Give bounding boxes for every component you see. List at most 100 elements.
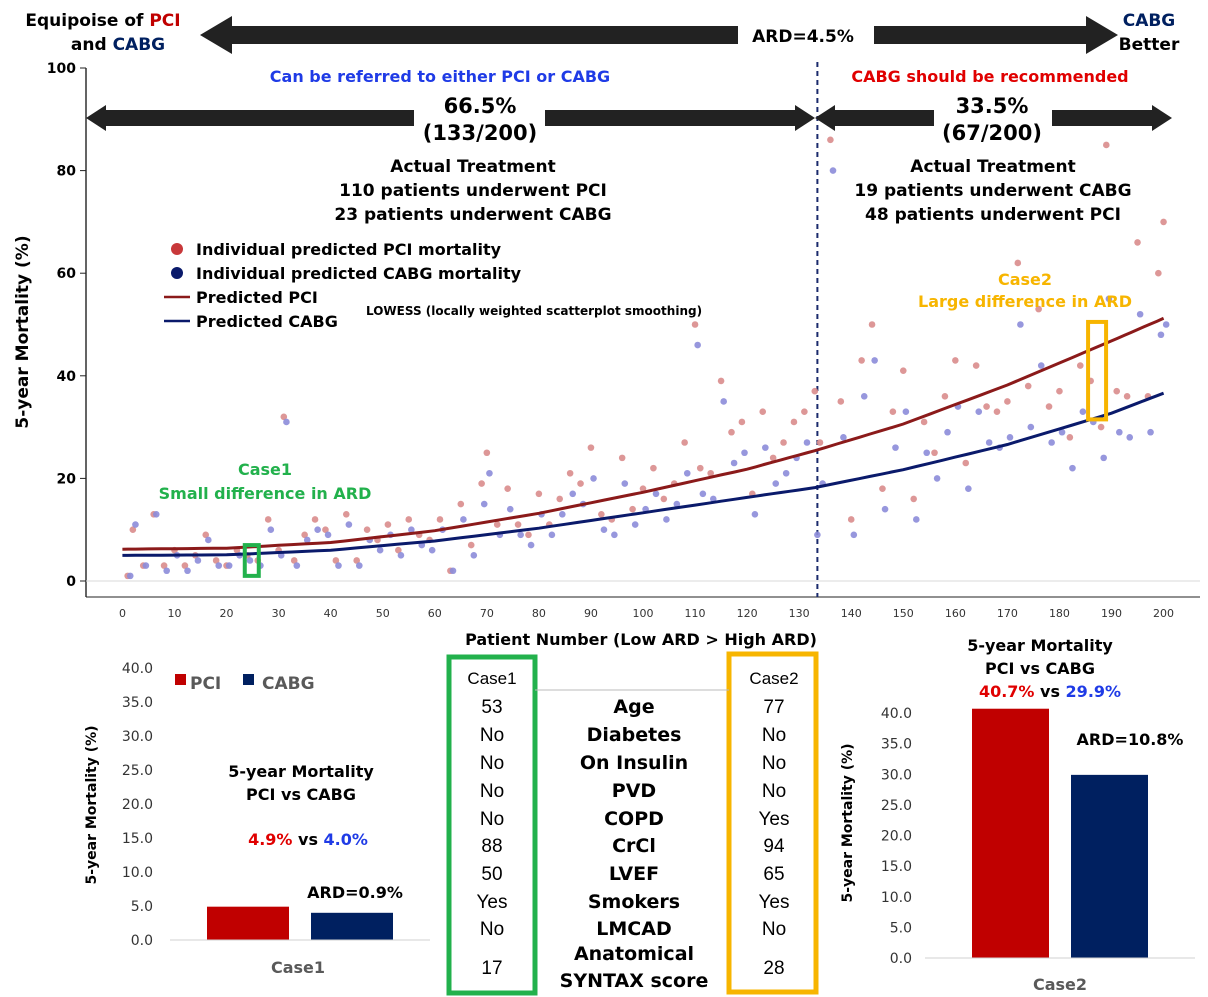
case1-category: Case1 [271, 958, 325, 977]
table-case2-cell: 28 [763, 958, 784, 979]
cabg-point [892, 444, 899, 451]
x-tick-label: 190 [1101, 607, 1122, 620]
x-tick-label: 50 [376, 607, 390, 620]
table-case2-cell: No [762, 781, 786, 802]
case1-ard: ARD=0.9% [307, 883, 403, 902]
legend-cabg-dot [171, 267, 183, 279]
x-tick-label: 110 [685, 607, 706, 620]
pci-point [1076, 362, 1084, 369]
pci-point [363, 526, 371, 533]
main-chart: 0 10 20 30 40 50 60 70 80 90 100 110 120 130 140 150 160… [13, 61, 1200, 649]
pci-point [478, 480, 485, 487]
legend-cabg-dot-label: Individual predicted CABG mortality [196, 264, 522, 283]
table-case2-cell: No [762, 725, 786, 746]
case2-bar-chart: 5-year Mortality PCI vs CABG 40.7% vs 29… [840, 636, 1195, 994]
case2-title-2: PCI vs CABG [985, 659, 1095, 678]
cabg-point [1157, 331, 1165, 339]
header: Equipoise of PCI and CABG ARD=4.5% CABG … [25, 11, 1180, 55]
pci-point [181, 562, 189, 569]
pci-point [1035, 305, 1042, 313]
pci-point [290, 557, 298, 564]
table-row-label: Age [613, 696, 654, 718]
pci-point [514, 521, 522, 528]
cabg-point [1006, 434, 1014, 441]
pci-point [160, 562, 168, 569]
case1-title-2: PCI vs CABG [246, 785, 356, 804]
cabg-point [829, 167, 837, 174]
pci-point [707, 469, 714, 477]
table-row-label-line2: SYNTAX score [560, 970, 709, 992]
table-case2-cell: 65 [763, 864, 784, 885]
case1-y-ticks: 0.0 5.0 10.0 15.0 20.0 25.0 30.0 35.0 40.0 [122, 661, 153, 949]
cabg-point [772, 480, 780, 487]
cabg-lowess-line [122, 391, 1165, 557]
header-left-pci: PCI [149, 11, 180, 31]
main-y-label: 5-year Mortality (%) [13, 235, 33, 428]
x-tick-label: 0 [119, 607, 126, 620]
table-row-label: Diabetes [587, 724, 682, 746]
table-case2-cell: No [762, 753, 786, 774]
y-tick-label: 80 [57, 164, 77, 180]
pci-point [962, 459, 970, 467]
pci-point [769, 454, 777, 462]
pci-point [650, 464, 657, 472]
x-tick-label: 140 [841, 607, 862, 620]
table-case2-cell: Yes [759, 892, 790, 913]
right-count: (67/200) [942, 121, 1042, 145]
table-row-label: Smokers [588, 891, 680, 913]
table-rows: 53 Age 77 No Diabetes No No On Insulin No No PVD No… [477, 696, 790, 992]
cabg-point [840, 434, 847, 441]
cabg-point [600, 526, 608, 533]
header-right-line1: CABG [1123, 11, 1176, 31]
cabg-point [527, 541, 535, 549]
bar-y-tick-label: 35.0 [881, 737, 912, 753]
table-row-label: LVEF [609, 863, 659, 885]
case1-compare-pci: 4.9% [248, 830, 292, 849]
x-tick-label: 10 [167, 607, 181, 620]
cabg-point [152, 511, 160, 518]
x-tick-label: 60 [428, 607, 442, 620]
case1-title-1: 5-year Mortality [228, 762, 374, 781]
cabg-point [303, 536, 311, 544]
bar-y-tick-label: 10.0 [122, 865, 153, 881]
case1-legend-cabg-swatch [243, 674, 254, 685]
bar-y-tick-label: 20.0 [881, 829, 912, 845]
cabg-point [559, 511, 566, 518]
cabg-point [126, 572, 134, 580]
table-case1-cell: No [480, 753, 504, 774]
table-case2-cell: No [762, 919, 786, 940]
case2-y-ticks: 0.0 5.0 10.0 15.0 20.0 25.0 30.0 35.0 40.0 [881, 706, 912, 967]
pci-point [202, 531, 210, 539]
bar-y-tick-label: 15.0 [881, 859, 912, 875]
x-tick-label: 30 [272, 607, 286, 620]
x-tick-label: 90 [584, 607, 598, 620]
pci-point [801, 408, 808, 416]
cabg-point [480, 500, 488, 508]
left-pct: 66.5% [444, 94, 517, 118]
cabg-point [751, 511, 759, 518]
table-case1-cell: 88 [481, 836, 502, 857]
x-tick-label: 170 [997, 607, 1018, 620]
pci-point [1014, 259, 1022, 267]
case1-title: Case1 [238, 460, 292, 479]
table-case1-cell: Yes [477, 892, 508, 913]
pci-point [681, 439, 688, 446]
cabg-point [1136, 310, 1144, 318]
table-row-label: PVD [612, 780, 656, 802]
table-row-label: COPD [604, 808, 664, 830]
x-tick-label: 160 [945, 607, 966, 620]
pci-point [264, 516, 272, 523]
pci-point [717, 377, 725, 385]
pci-point [868, 321, 876, 328]
bar-y-tick-label: 5.0 [890, 920, 912, 936]
header-right-line2: Better [1119, 35, 1180, 55]
pci-point [639, 485, 647, 492]
pci-point [1113, 387, 1121, 395]
pci-point [129, 526, 137, 533]
cabg-point [246, 557, 254, 564]
cabg-point [163, 567, 170, 575]
pci-point [1097, 423, 1105, 431]
y-tick-label: 60 [57, 266, 77, 282]
x-tick-label: 100 [633, 607, 654, 620]
pci-point [738, 418, 746, 426]
